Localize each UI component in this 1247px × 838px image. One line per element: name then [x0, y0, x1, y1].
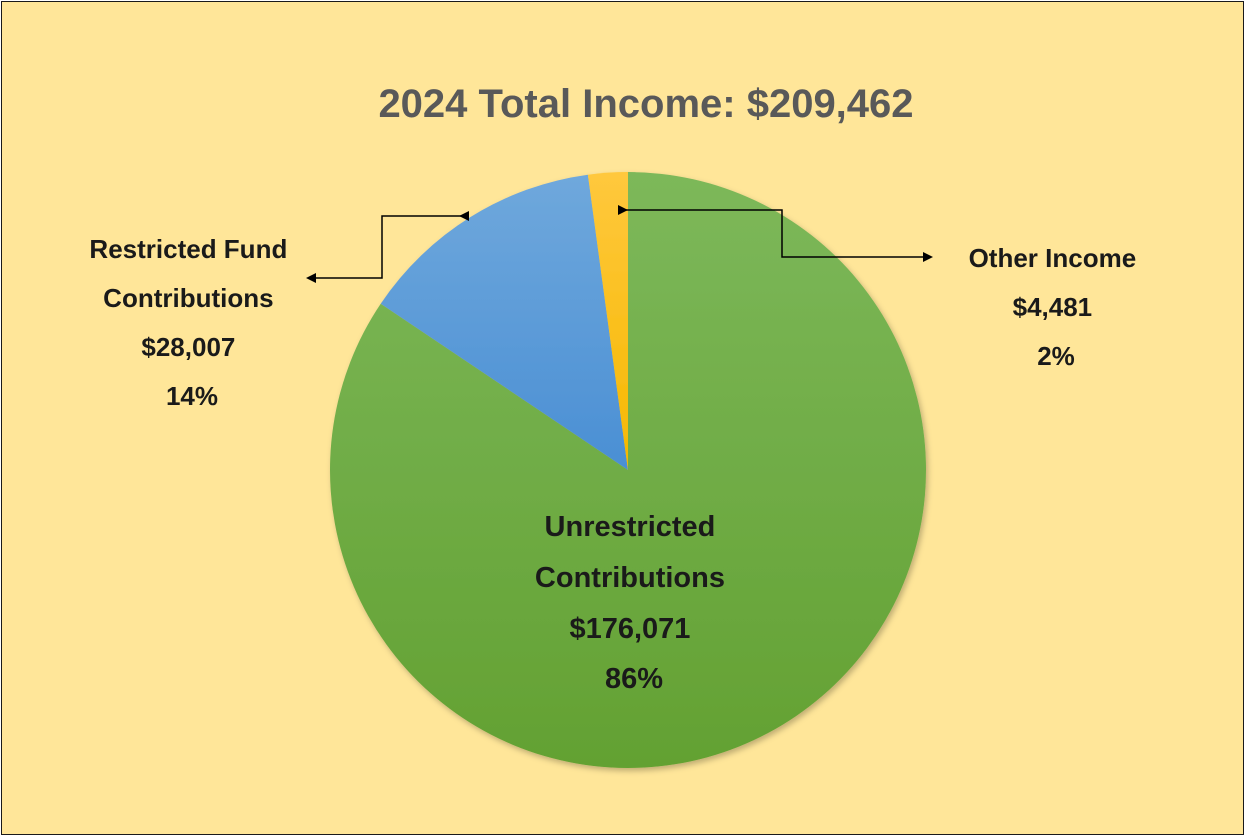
- slice-label-unrestricted-line1: Unrestricted: [545, 511, 716, 543]
- slice-label-unrestricted-line2: Contributions: [535, 562, 725, 594]
- slice-label-other-income: Other Income $4,481 2%: [969, 243, 1144, 371]
- slice-label-restricted-line1: Restricted Fund: [89, 234, 287, 264]
- slice-value-restricted: $28,007: [141, 332, 235, 362]
- chart-title: 2024 Total Income: $209,462: [378, 82, 913, 126]
- slice-unrestricted: [330, 172, 927, 768]
- slice-label-other-income-line1: Other Income: [969, 243, 1137, 273]
- slice-percent-unrestricted: 86%: [605, 663, 663, 695]
- slice-value-unrestricted: $176,071: [569, 613, 690, 645]
- slice-label-restricted: Restricted Fund Contributions $28,007 14…: [89, 234, 294, 411]
- leader-line-other-income: [618, 205, 933, 262]
- slice-percent-restricted: 14%: [166, 381, 218, 411]
- slice-label-unrestricted: Unrestricted Contributions $176,071 86%: [535, 511, 733, 695]
- slice-other-income: [587, 172, 628, 470]
- slice-percent-other-income: 2%: [1037, 341, 1075, 371]
- leader-line-restricted: [306, 211, 469, 283]
- slice-value-other-income: $4,481: [1013, 292, 1093, 322]
- slice-label-restricted-line2: Contributions: [103, 283, 273, 313]
